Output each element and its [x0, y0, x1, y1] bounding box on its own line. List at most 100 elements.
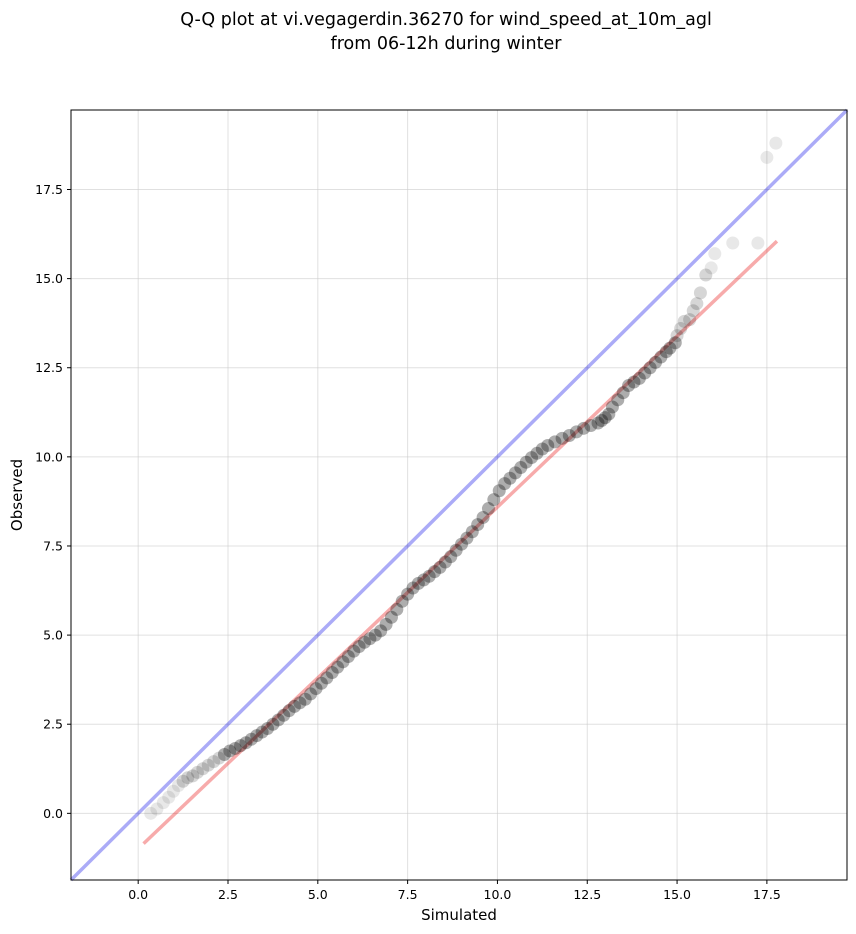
data-point	[643, 361, 657, 375]
data-point	[471, 518, 485, 532]
data-point	[261, 721, 275, 735]
data-point	[444, 550, 458, 564]
data-point	[460, 531, 474, 545]
reference-lines	[69, 108, 849, 882]
y-tick-label: 10.0	[35, 449, 63, 464]
data-point	[347, 644, 361, 658]
data-point	[325, 666, 339, 680]
data-point	[548, 435, 562, 449]
y-axis-label: Observed	[8, 459, 26, 531]
data-point	[584, 418, 598, 432]
data-point	[674, 322, 688, 336]
x-tick-label: 12.5	[573, 887, 601, 902]
data-point	[769, 136, 783, 150]
data-points	[144, 136, 783, 820]
x-tick-label: 17.5	[753, 887, 781, 902]
data-point	[562, 428, 576, 442]
data-point	[411, 576, 425, 590]
y-tick-label: 7.5	[43, 538, 63, 553]
data-point	[632, 371, 646, 385]
data-point	[304, 687, 318, 701]
y-tick-label: 2.5	[43, 717, 63, 732]
data-point	[683, 313, 697, 327]
x-axis-label: Simulated	[421, 906, 497, 924]
data-point	[595, 413, 609, 427]
data-point	[677, 314, 691, 328]
data-point	[693, 286, 707, 300]
y-tick-label: 0.0	[43, 806, 63, 821]
data-point	[417, 573, 431, 587]
x-axis-ticks: 0.0 2.5 5.0 7.5 10.0 12.5 15.0 17.5	[128, 880, 781, 902]
data-point	[686, 304, 700, 318]
data-point	[654, 350, 668, 364]
data-point	[358, 635, 372, 649]
data-point	[514, 461, 528, 475]
y-tick-label: 5.0	[43, 628, 63, 643]
data-point	[605, 400, 619, 414]
data-point	[244, 732, 258, 746]
data-point	[309, 682, 323, 696]
data-point	[190, 765, 204, 779]
data-point	[481, 502, 495, 516]
data-point	[476, 510, 490, 524]
data-point	[395, 594, 409, 608]
data-point	[352, 640, 366, 654]
data-point	[498, 477, 512, 491]
data-point	[406, 581, 420, 595]
x-tick-label: 0.0	[128, 887, 148, 902]
data-point	[314, 676, 328, 690]
data-point	[228, 741, 242, 755]
data-point	[530, 446, 544, 460]
data-point	[465, 525, 479, 539]
data-point	[287, 699, 301, 713]
data-point	[250, 729, 264, 743]
x-tick-label: 7.5	[398, 887, 418, 902]
data-point	[166, 784, 180, 798]
data-point	[699, 268, 713, 282]
data-point	[150, 802, 164, 816]
y-tick-label: 17.5	[35, 182, 63, 197]
data-point	[374, 624, 388, 638]
data-point	[293, 696, 307, 710]
data-point	[196, 762, 210, 776]
x-tick-label: 5.0	[308, 887, 328, 902]
data-point	[525, 451, 539, 465]
data-point	[438, 555, 452, 569]
data-point	[611, 393, 625, 407]
data-point	[663, 341, 677, 355]
y-tick-label: 12.5	[35, 360, 63, 375]
grid-lines	[71, 110, 847, 880]
data-point	[433, 560, 447, 574]
data-point	[751, 236, 765, 250]
data-point	[422, 569, 436, 583]
data-point	[162, 790, 176, 804]
y-axis-ticks: 0.0 2.5 5.0 7.5 10.0 12.5 15.0 17.5	[35, 182, 71, 821]
data-point	[541, 438, 555, 452]
data-point	[363, 632, 377, 646]
data-point	[181, 771, 195, 785]
x-tick-label: 2.5	[218, 887, 238, 902]
data-point	[591, 416, 605, 430]
x-tick-label: 10.0	[484, 887, 512, 902]
data-point	[144, 806, 158, 820]
data-point	[176, 774, 190, 788]
data-point	[760, 150, 774, 164]
data-point	[569, 425, 583, 439]
data-point	[239, 736, 253, 750]
data-point	[726, 236, 740, 250]
data-point	[577, 421, 591, 435]
data-point	[171, 779, 185, 793]
data-point	[492, 484, 506, 498]
data-point	[428, 565, 442, 579]
data-point	[207, 755, 221, 769]
data-point	[390, 602, 404, 616]
data-point	[336, 655, 350, 669]
data-point	[508, 466, 522, 480]
plot-frame	[70, 109, 848, 881]
data-point	[298, 692, 312, 706]
chart-title-line-1: Q-Q plot at vi.vegagerdin.36270 for wind…	[180, 10, 712, 30]
x-tick-label: 15.0	[663, 887, 691, 902]
data-point	[320, 671, 334, 685]
data-point	[690, 297, 704, 311]
